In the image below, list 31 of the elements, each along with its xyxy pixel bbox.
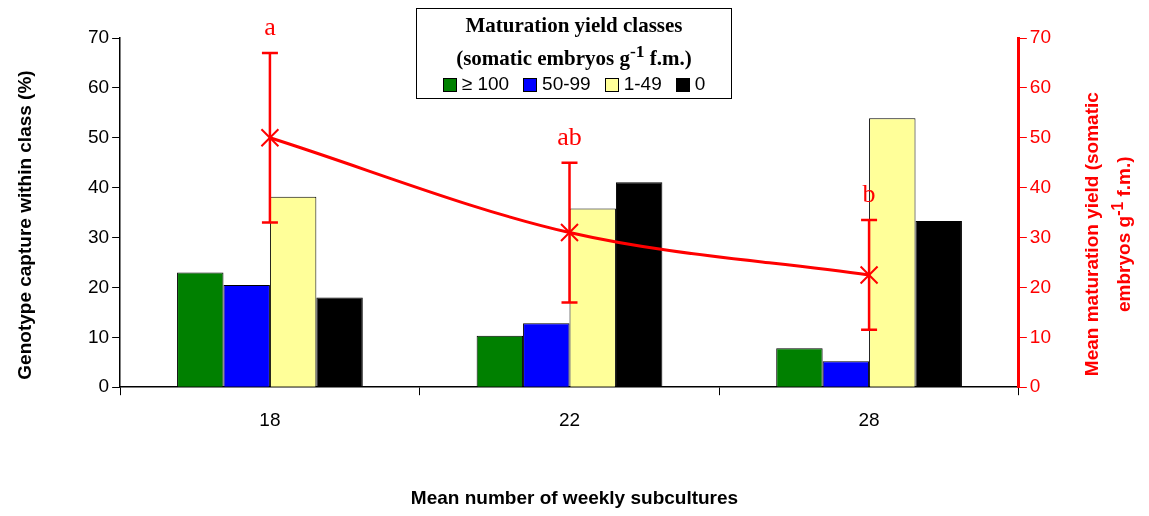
y2-tick-label: 60 xyxy=(1029,76,1052,98)
y-tick-label: 70 xyxy=(87,26,110,48)
legend-label: 50-99 xyxy=(541,73,591,95)
y-tick-label: 40 xyxy=(87,175,110,197)
y2-tick-label: 40 xyxy=(1029,175,1052,197)
y-tick-label: 30 xyxy=(87,225,110,247)
y2-tick-label: 10 xyxy=(1029,325,1052,347)
y-axis-title: Genotype capture within class (%) xyxy=(13,69,36,382)
point xyxy=(859,265,879,285)
x-tick-label: 22 xyxy=(558,408,581,430)
annotation: ab xyxy=(557,121,582,151)
x-axis-title: Mean number of weekly subcultures xyxy=(409,486,740,510)
x-tick-label: 28 xyxy=(858,408,880,430)
y2-tick-label: 50 xyxy=(1029,126,1052,148)
annotation: a xyxy=(264,11,277,41)
legend-label: 0 xyxy=(693,73,706,95)
y-tick-label: 60 xyxy=(87,76,110,98)
y2-tick-label: 30 xyxy=(1029,225,1052,247)
y-tick-label: 10 xyxy=(87,325,110,347)
y2-tick-label: 20 xyxy=(1029,275,1052,297)
y-tick-label: 50 xyxy=(87,126,110,148)
legend-label: 1-49 xyxy=(622,73,662,95)
y-tick-label: 20 xyxy=(87,275,110,297)
y2-tick-label: 70 xyxy=(1029,26,1052,48)
y2-tick-label: 0 xyxy=(1029,375,1041,397)
x-tick-label: 18 xyxy=(259,408,281,430)
y-tick-label: 0 xyxy=(98,375,110,397)
legend-label: ≥ 100 xyxy=(460,73,510,95)
point xyxy=(560,223,579,243)
point xyxy=(260,128,280,148)
legend-title: Maturation yield classes (somatic embryos g$^{-1}$ f.m.) xyxy=(455,12,693,71)
